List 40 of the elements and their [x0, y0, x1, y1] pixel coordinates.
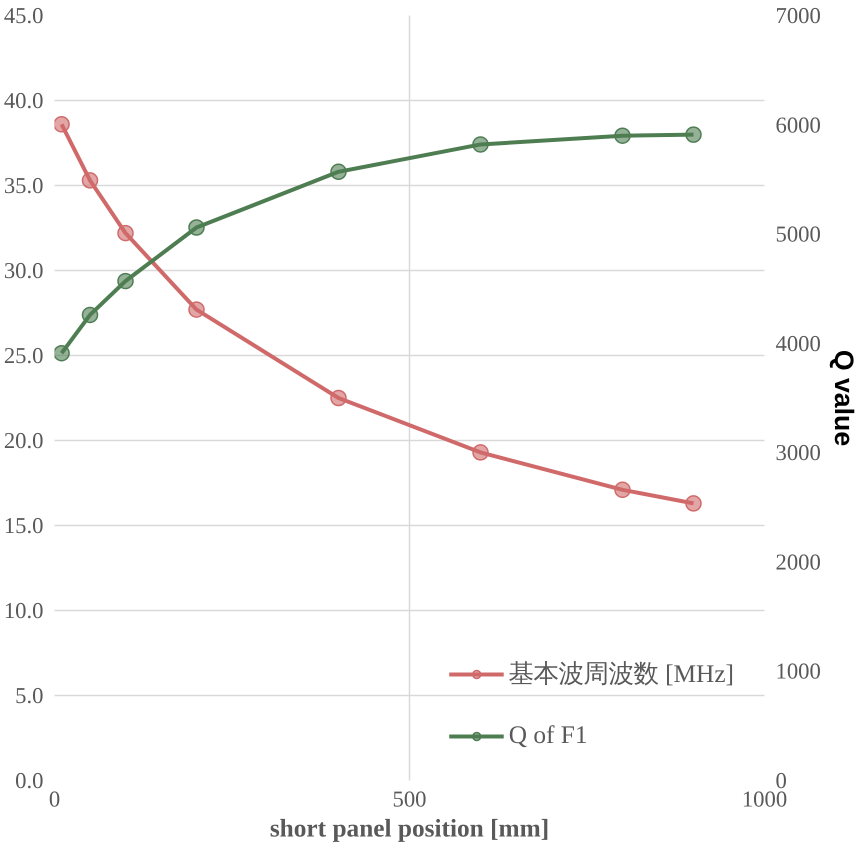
- y2-tick-label: 6000: [776, 112, 821, 138]
- y2-tick-label: 0: [776, 768, 787, 793]
- y-tick-label: 5.0: [15, 683, 44, 708]
- point: [614, 482, 631, 498]
- x-tick-label: 500: [392, 786, 426, 812]
- y-tick-label: 40.0: [4, 88, 44, 113]
- y-tick-label: 0.0: [15, 768, 44, 793]
- x-axis-title: short panel position [mm]: [270, 814, 550, 842]
- point: [188, 301, 205, 318]
- point: [472, 444, 489, 461]
- point: [330, 390, 347, 406]
- y2-tick-label: 7000: [776, 3, 821, 28]
- point: [472, 136, 489, 153]
- point: [82, 306, 98, 324]
- point: [117, 272, 134, 290]
- y2-axis-title: Q value: [828, 350, 859, 446]
- point: [82, 172, 98, 189]
- point: [685, 126, 702, 143]
- y-tick-label: 20.0: [4, 428, 44, 453]
- y2-tick-label: 3000: [776, 440, 821, 466]
- point: [685, 495, 702, 512]
- y-tick-label: 45.0: [4, 3, 44, 28]
- point: [330, 164, 347, 180]
- y2-tick-label: 4000: [776, 330, 821, 356]
- y2-tick-label: 2000: [776, 549, 821, 574]
- y-tick-label: 25.0: [4, 343, 44, 368]
- y2-tick-label: 5000: [776, 222, 821, 247]
- y-tick-label: 10.0: [4, 598, 44, 623]
- x-tick-label: 0: [48, 786, 60, 812]
- point: [188, 219, 205, 236]
- y2-tick-label: 1000: [776, 658, 821, 684]
- y-tick-label: 30.0: [4, 258, 44, 283]
- y-tick-label: 15.0: [4, 513, 44, 538]
- legend-label: Q of F1: [508, 721, 588, 750]
- point: [54, 344, 70, 362]
- point: [117, 224, 134, 242]
- y-tick-label: 35.0: [4, 173, 44, 198]
- point: [54, 116, 70, 133]
- point: [614, 127, 631, 144]
- legend-label: 基本波周波数 [MHz]: [508, 659, 734, 690]
